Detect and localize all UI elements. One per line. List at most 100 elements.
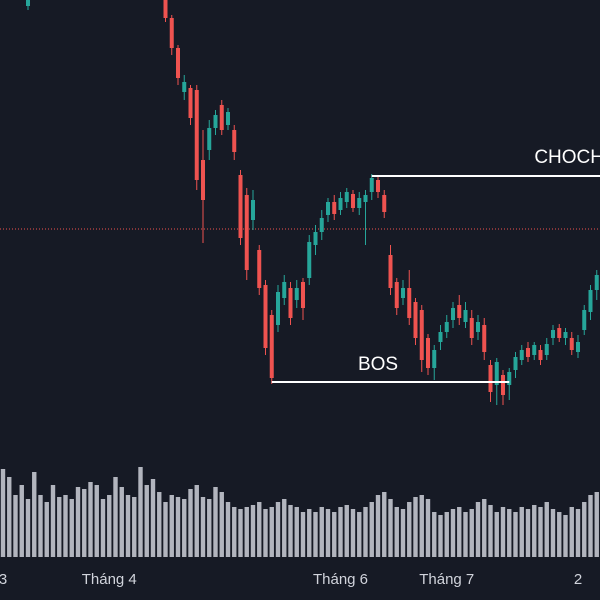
- volume-bar: [125, 495, 131, 557]
- volume-bar: [557, 512, 562, 557]
- candle-body: [26, 0, 30, 6]
- x-tick-label: 2: [574, 571, 582, 588]
- volume-bar: [450, 509, 456, 557]
- candle-body: [282, 282, 287, 298]
- candle-body: [232, 130, 237, 152]
- volume-bar: [350, 509, 356, 557]
- candle-body: [438, 332, 443, 342]
- volume-bar: [32, 472, 37, 557]
- candle-body: [588, 290, 593, 312]
- volume-bar: [69, 499, 74, 557]
- x-tick-label: 3: [0, 571, 7, 588]
- candle-body: [544, 344, 549, 355]
- candle-body: [226, 112, 230, 125]
- volume-bar: [313, 512, 318, 557]
- volume-bar: [588, 495, 593, 557]
- volume-bar: [38, 495, 43, 557]
- volume-bar: [107, 495, 112, 557]
- volume-bar: [157, 492, 162, 557]
- candle-body: [401, 288, 405, 298]
- volume-bar: [425, 499, 431, 557]
- candle-body: [432, 350, 437, 368]
- volume-bar: [482, 499, 487, 557]
- candle-body: [332, 202, 337, 214]
- candle-body: [594, 275, 599, 290]
- candle-body: [244, 195, 249, 270]
- volume-bar: [407, 502, 412, 557]
- volume-bar: [444, 512, 449, 557]
- volume-bar: [357, 512, 362, 557]
- volume-bar: [50, 485, 56, 557]
- annotation-label: BOS: [358, 354, 398, 375]
- volume-bar: [569, 507, 574, 557]
- volume-bar: [575, 509, 581, 557]
- candle-body: [563, 332, 568, 338]
- candle-body: [307, 242, 312, 278]
- candle-body: [326, 202, 330, 215]
- volume-bar: [307, 509, 312, 557]
- candle-body: [351, 194, 355, 208]
- volume-bar: [94, 485, 99, 557]
- volume-bar: [463, 512, 468, 557]
- volume-bar: [532, 505, 537, 557]
- volume-bar: [419, 495, 424, 557]
- volume-bar: [175, 497, 181, 557]
- candle-body: [169, 18, 174, 48]
- volume-bar: [119, 487, 124, 557]
- volume-bar: [188, 489, 193, 557]
- volume-bar: [388, 499, 393, 557]
- volume-bar: [75, 487, 81, 557]
- candle-body: [263, 285, 268, 348]
- candle-body: [213, 115, 218, 128]
- volume-bar: [344, 505, 349, 557]
- candle-body: [219, 105, 224, 130]
- volume-bar: [469, 509, 474, 557]
- candle-body: [469, 318, 474, 338]
- volume-bar: [438, 515, 443, 557]
- volume-bar: [550, 509, 556, 557]
- candle-body: [388, 255, 393, 288]
- volume-bar: [138, 467, 143, 557]
- volume-bar: [369, 502, 374, 557]
- candle-body: [194, 90, 199, 180]
- volume-bar: [63, 495, 68, 557]
- volume-bar: [57, 497, 62, 557]
- candle-body: [419, 310, 424, 360]
- volume-bar: [400, 509, 406, 557]
- volume-bar: [263, 509, 268, 557]
- candle-body: [513, 357, 518, 370]
- candle-body: [257, 250, 262, 288]
- candle-body: [488, 365, 493, 392]
- candle-body: [276, 292, 280, 325]
- volume-bar: [244, 507, 249, 557]
- candle-body: [301, 282, 305, 308]
- x-tick-label: Tháng 7: [419, 571, 474, 588]
- volume-bar: [213, 487, 218, 557]
- candle-body: [369, 178, 374, 192]
- volume-bar: [538, 507, 543, 557]
- candle-body: [188, 88, 193, 118]
- volume-bar: [338, 507, 343, 557]
- volume-bar: [269, 507, 274, 557]
- volume-bar: [525, 509, 531, 557]
- candle-body: [482, 325, 487, 352]
- candle-body: [569, 338, 574, 350]
- volume-bar: [519, 507, 524, 557]
- volume-bar: [332, 512, 337, 557]
- volume-bar: [288, 505, 293, 557]
- candle-body: [357, 198, 362, 208]
- volume-bar: [257, 502, 262, 557]
- volume-bar: [513, 512, 518, 557]
- volume-bar: [494, 512, 499, 557]
- volume-bar: [275, 502, 281, 557]
- volume-bar: [13, 495, 18, 557]
- volume-bar: [194, 485, 199, 557]
- x-tick-label: Tháng 6: [313, 571, 368, 588]
- candle-body: [251, 200, 255, 220]
- volume-bar: [88, 482, 93, 557]
- volume-bar: [25, 499, 31, 557]
- candle-body: [269, 315, 274, 378]
- candle-body: [176, 48, 180, 78]
